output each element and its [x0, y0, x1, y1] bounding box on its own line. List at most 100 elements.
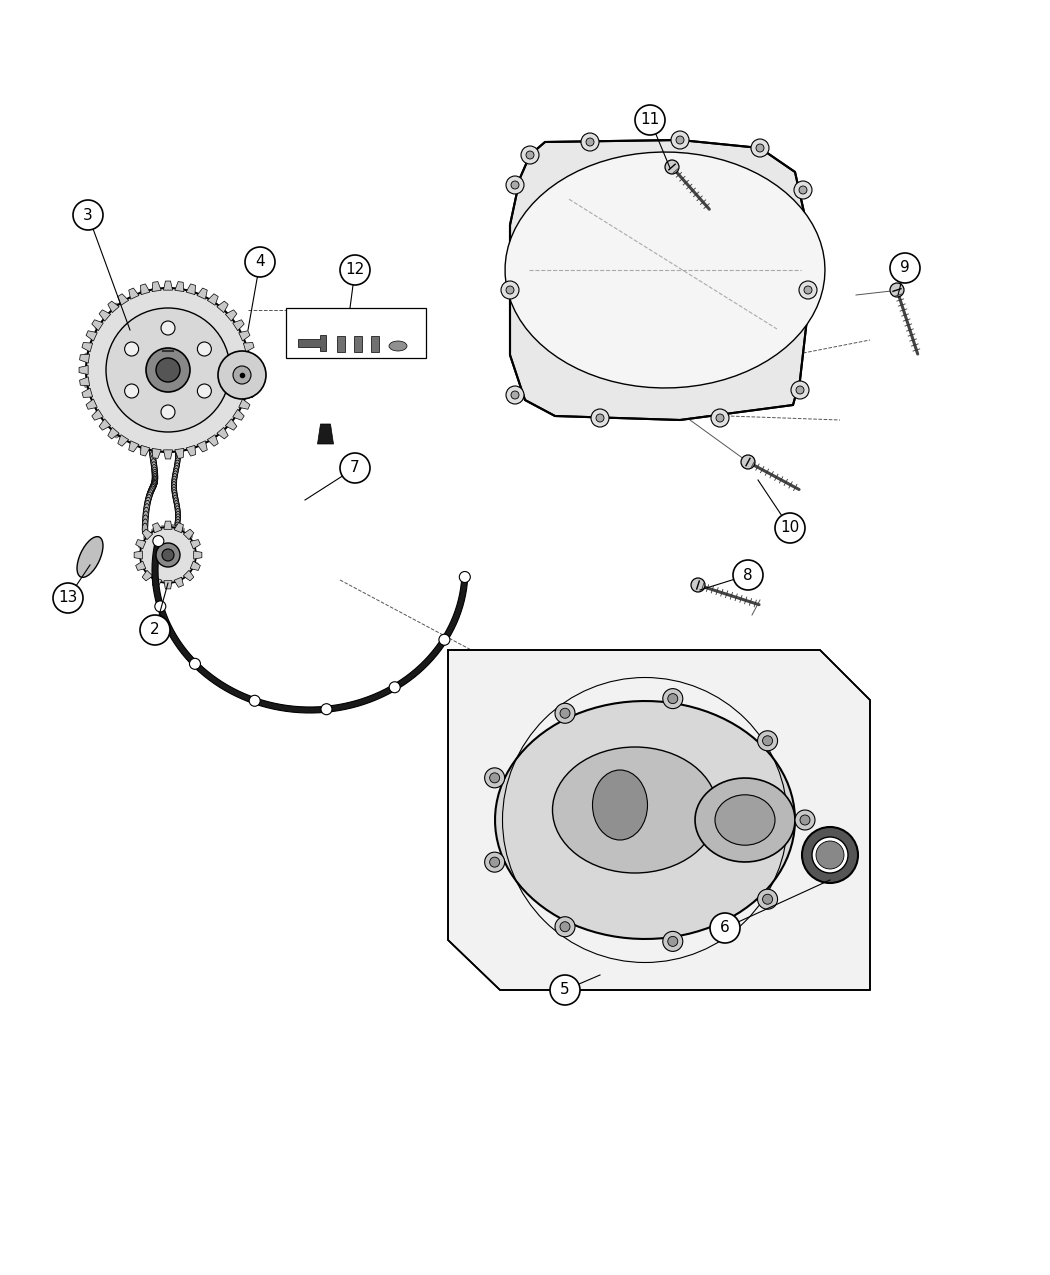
- Polygon shape: [448, 650, 870, 989]
- Ellipse shape: [388, 340, 407, 351]
- Ellipse shape: [151, 462, 158, 474]
- Circle shape: [340, 453, 370, 483]
- Polygon shape: [152, 578, 162, 588]
- Ellipse shape: [172, 487, 177, 497]
- Polygon shape: [505, 152, 825, 388]
- Ellipse shape: [175, 516, 181, 527]
- Ellipse shape: [173, 436, 178, 446]
- Circle shape: [511, 391, 519, 399]
- Polygon shape: [79, 366, 88, 375]
- Circle shape: [799, 280, 817, 300]
- Bar: [371, 337, 379, 352]
- Polygon shape: [174, 523, 184, 533]
- Text: 4: 4: [255, 255, 265, 269]
- Ellipse shape: [174, 439, 180, 449]
- Ellipse shape: [147, 488, 153, 500]
- Circle shape: [140, 615, 170, 645]
- Polygon shape: [86, 330, 98, 340]
- Bar: [354, 337, 362, 352]
- Ellipse shape: [175, 511, 181, 521]
- Polygon shape: [175, 282, 184, 292]
- Text: 9: 9: [900, 260, 910, 275]
- Circle shape: [816, 842, 844, 870]
- Text: 7: 7: [351, 460, 360, 476]
- Circle shape: [812, 836, 848, 873]
- Polygon shape: [207, 293, 218, 305]
- Circle shape: [581, 133, 598, 150]
- Ellipse shape: [174, 497, 180, 509]
- Ellipse shape: [175, 444, 181, 454]
- Polygon shape: [190, 561, 201, 570]
- Ellipse shape: [175, 504, 180, 514]
- Ellipse shape: [146, 490, 152, 501]
- Polygon shape: [141, 284, 150, 295]
- Circle shape: [245, 247, 275, 277]
- Circle shape: [526, 150, 534, 159]
- Polygon shape: [135, 539, 146, 550]
- Ellipse shape: [148, 483, 155, 495]
- Circle shape: [710, 913, 740, 944]
- Ellipse shape: [148, 440, 154, 451]
- Text: 13: 13: [59, 590, 78, 606]
- Ellipse shape: [174, 501, 180, 511]
- Circle shape: [757, 731, 778, 751]
- Ellipse shape: [174, 463, 180, 473]
- Polygon shape: [135, 561, 146, 570]
- Circle shape: [550, 975, 580, 1005]
- Circle shape: [796, 386, 804, 394]
- Ellipse shape: [175, 451, 181, 463]
- Circle shape: [52, 583, 83, 613]
- Circle shape: [506, 386, 524, 404]
- Polygon shape: [193, 551, 202, 558]
- Circle shape: [153, 536, 164, 547]
- Ellipse shape: [174, 521, 180, 533]
- Polygon shape: [233, 409, 245, 421]
- Circle shape: [663, 931, 682, 951]
- Polygon shape: [226, 419, 237, 430]
- Polygon shape: [129, 441, 139, 451]
- Ellipse shape: [173, 495, 178, 505]
- Polygon shape: [217, 427, 228, 439]
- Circle shape: [74, 200, 103, 230]
- Circle shape: [795, 810, 815, 830]
- Polygon shape: [99, 310, 110, 321]
- Circle shape: [125, 384, 139, 398]
- Circle shape: [635, 105, 665, 135]
- Ellipse shape: [173, 525, 178, 536]
- Polygon shape: [496, 701, 795, 938]
- Ellipse shape: [143, 511, 148, 523]
- Polygon shape: [244, 343, 254, 352]
- Bar: [337, 337, 345, 352]
- Circle shape: [161, 405, 175, 419]
- Polygon shape: [82, 388, 92, 398]
- Ellipse shape: [175, 446, 181, 456]
- Ellipse shape: [144, 504, 149, 515]
- Circle shape: [125, 342, 139, 356]
- Circle shape: [804, 286, 812, 295]
- Ellipse shape: [152, 469, 158, 482]
- Circle shape: [762, 736, 773, 746]
- Ellipse shape: [172, 490, 177, 500]
- Circle shape: [716, 414, 724, 422]
- Polygon shape: [134, 551, 143, 558]
- Text: 12: 12: [345, 263, 364, 278]
- Polygon shape: [164, 580, 172, 589]
- Ellipse shape: [152, 473, 158, 486]
- Polygon shape: [86, 399, 98, 409]
- Circle shape: [794, 181, 812, 199]
- Polygon shape: [108, 427, 119, 439]
- Ellipse shape: [175, 455, 181, 465]
- Text: 10: 10: [780, 520, 800, 536]
- Circle shape: [591, 409, 609, 427]
- Circle shape: [775, 513, 805, 543]
- Ellipse shape: [149, 444, 154, 456]
- Polygon shape: [184, 570, 194, 581]
- Ellipse shape: [151, 477, 158, 488]
- Polygon shape: [510, 140, 808, 419]
- Circle shape: [800, 815, 810, 825]
- Ellipse shape: [552, 747, 717, 873]
- Ellipse shape: [173, 492, 178, 502]
- Polygon shape: [82, 343, 92, 352]
- Polygon shape: [108, 301, 119, 312]
- Polygon shape: [244, 388, 254, 398]
